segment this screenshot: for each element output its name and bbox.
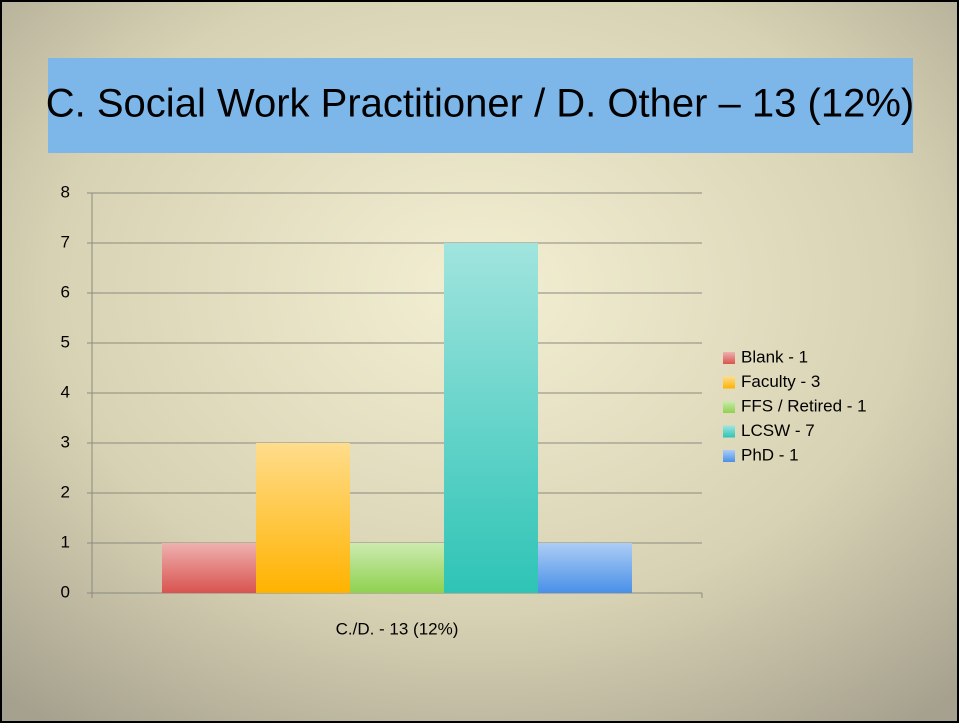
bar-shine	[256, 443, 350, 593]
y-tick-label: 7	[61, 232, 70, 251]
bar-shine	[444, 243, 538, 593]
bar-shine	[162, 543, 256, 593]
y-tick-label: 0	[61, 582, 70, 601]
legend-label: Blank - 1	[741, 347, 808, 366]
x-tick-label: C./D. - 13 (12%)	[336, 619, 459, 638]
y-tick-label: 6	[61, 282, 70, 301]
legend-swatch-shine	[723, 376, 735, 389]
legend-swatch-shine	[723, 425, 735, 438]
y-tick-label: 5	[61, 332, 70, 351]
legend-swatch-shine	[723, 352, 735, 364]
legend-label: LCSW - 7	[741, 421, 815, 440]
legend-label: FFS / Retired - 1	[741, 396, 867, 415]
y-tick-label: 3	[61, 432, 70, 451]
chart-title: C. Social Work Practitioner / D. Other –…	[46, 82, 914, 126]
y-tick-label: 2	[61, 482, 70, 501]
bar-shine	[350, 543, 444, 593]
y-tick-label: 4	[61, 382, 70, 401]
legend-swatch-shine	[723, 450, 735, 462]
legend-swatch-shine	[723, 401, 735, 413]
y-tick-label: 8	[61, 182, 70, 201]
y-tick-label: 1	[61, 532, 70, 551]
legend-label: Faculty - 3	[741, 372, 820, 391]
bar-shine	[538, 543, 632, 593]
title-box	[48, 58, 913, 153]
legend-label: PhD - 1	[741, 445, 799, 464]
